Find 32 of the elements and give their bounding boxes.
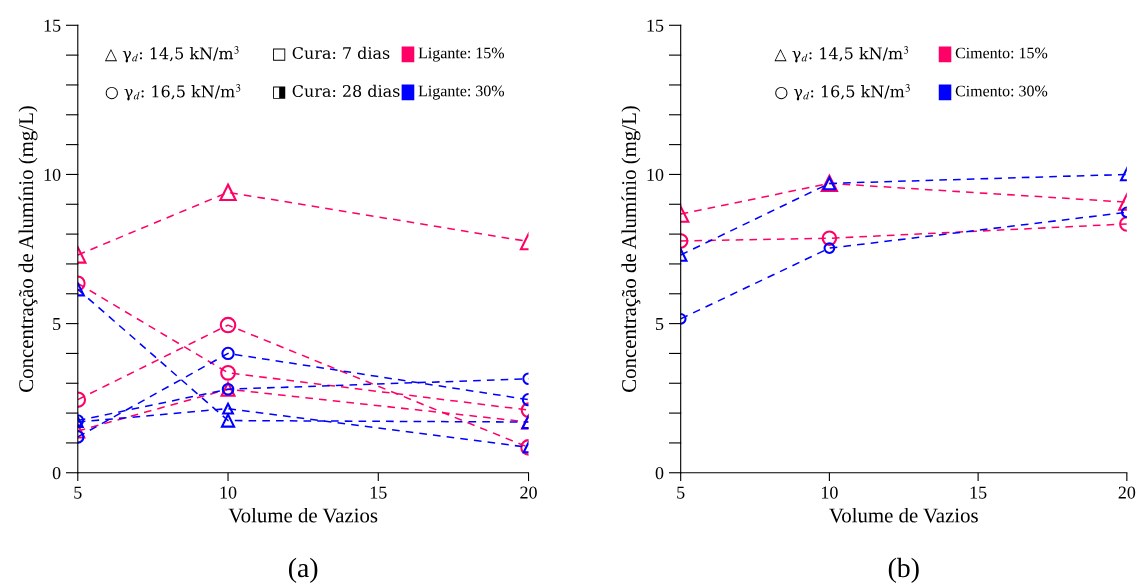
x-tick-label: 20	[1118, 486, 1136, 499]
x-tick-label: 15	[970, 486, 987, 499]
x-tick-label: 10	[220, 486, 237, 499]
y-tick-label: 15	[647, 19, 664, 32]
x-tick-label: 5	[74, 486, 82, 499]
x-tick-label: 5	[677, 486, 685, 499]
text: (a)	[288, 557, 318, 583]
y-tick-label: 5	[656, 318, 664, 331]
annotation: Ligante: 15%	[418, 47, 505, 62]
annotation: □ Cura: 7 dias	[273, 46, 390, 61]
annotation: △ γ$_{d}$: 14,5 kN/m$^{3}$	[774, 45, 909, 63]
annotation: Cimento: 30%	[955, 85, 1048, 97]
text: (b)	[888, 557, 919, 583]
y-axis-title: Concentração de Alumínio (mg/L)	[18, 106, 38, 392]
x-tick-label: 15	[370, 486, 387, 499]
y-tick-label: 0	[655, 467, 664, 480]
y-tick-label: 15	[44, 19, 61, 32]
annotation: △ γ$_{d}$: 14,5 kN/m$^{3}$	[104, 45, 239, 63]
x-axis-title: Volume de Vazios	[228, 507, 378, 523]
annotation: ○ γ$_{d}$: 16,5 kN/m$^{3}$	[775, 84, 910, 101]
annotation: Cimento: 15%	[955, 47, 1048, 59]
x-axis-title: Volume de Vazios	[829, 507, 978, 523]
annotation: Ligante: 30%	[418, 85, 505, 100]
x-tick-label: 20	[520, 486, 537, 499]
y-tick-label: 10	[647, 168, 664, 181]
annotation: ○ γ$_{d}$: 16,5 kN/m$^{3}$	[105, 84, 241, 101]
annotation: ◨ Cura: 28 dias	[273, 84, 400, 99]
y-tick-label: 10	[44, 168, 61, 181]
y-tick-label: 0	[52, 467, 61, 480]
y-axis-title: Concentração de Alumínio (mg/L)	[621, 106, 641, 392]
y-tick-label: 5	[53, 318, 61, 331]
x-tick-label: 10	[821, 486, 838, 499]
